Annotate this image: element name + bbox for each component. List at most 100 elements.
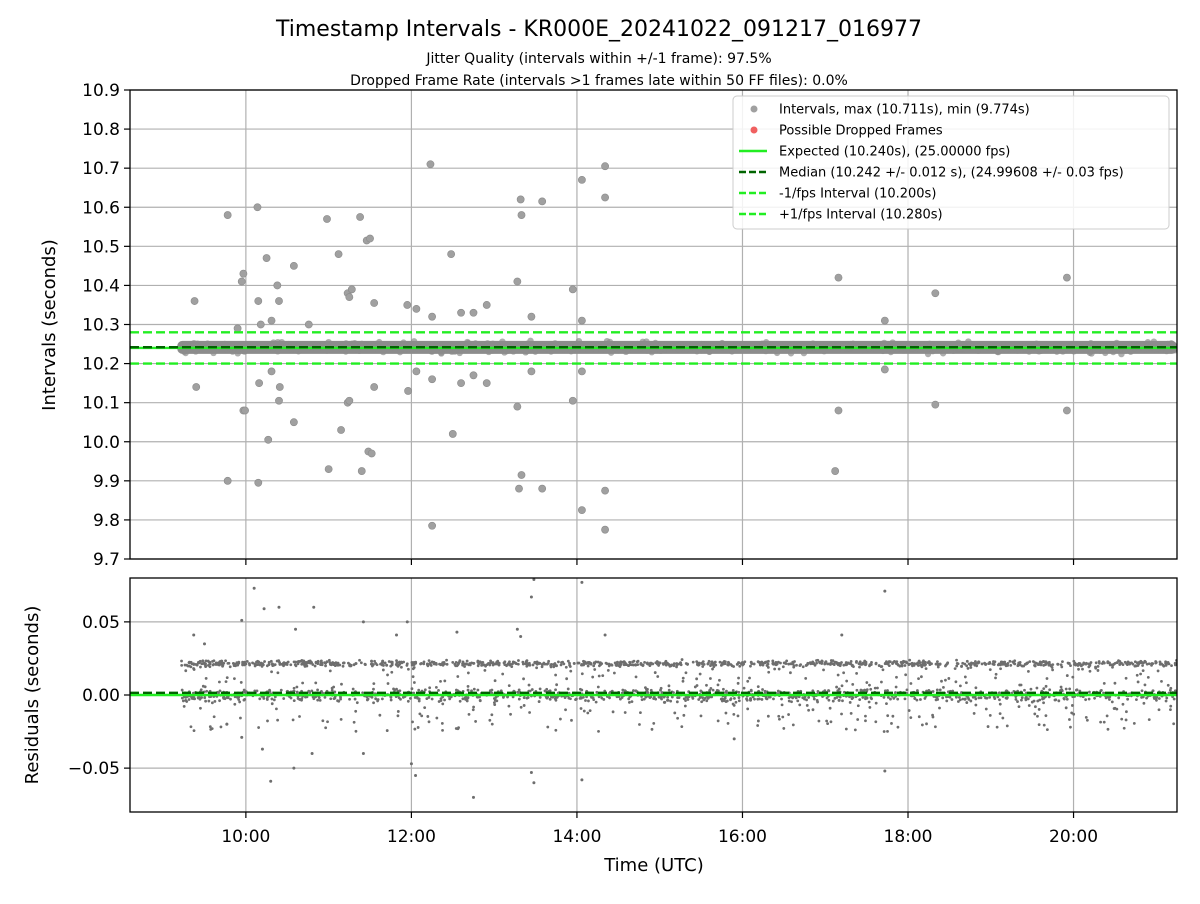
residual-point — [305, 661, 309, 664]
residual-point — [841, 699, 844, 703]
residual-point — [936, 698, 940, 701]
residual-point — [572, 662, 576, 665]
residual-point — [1012, 661, 1016, 665]
residual-point — [402, 660, 406, 664]
residual-point — [1096, 664, 1100, 668]
residual-point — [681, 679, 685, 683]
residual-point — [896, 725, 900, 729]
residual-point — [835, 685, 838, 689]
residual-point — [349, 663, 353, 667]
residual-point — [632, 689, 635, 692]
residual-point — [705, 699, 709, 703]
residual-point — [683, 704, 687, 708]
residual-point — [387, 660, 391, 663]
residual-point — [1020, 698, 1023, 702]
interval-point — [887, 348, 895, 356]
residual-point — [823, 662, 827, 666]
residual-point — [517, 659, 520, 662]
interval-outlier-point — [370, 383, 379, 391]
residual-point — [578, 687, 582, 691]
residual-point — [213, 699, 217, 703]
residual-point — [1135, 664, 1138, 668]
residual-point — [896, 697, 900, 701]
residual-point — [352, 720, 356, 724]
residual-point — [643, 660, 647, 664]
residual-point — [905, 688, 909, 692]
residual-point — [969, 699, 973, 703]
interval-outlier-point — [192, 383, 201, 391]
residual-point — [493, 703, 497, 707]
residual-point — [905, 661, 909, 665]
interval-point — [567, 348, 575, 355]
residual-point — [998, 712, 1002, 716]
interval-point — [1168, 340, 1175, 347]
interval-outlier-point — [273, 281, 282, 290]
residual-point — [840, 684, 844, 688]
residual-point — [319, 661, 323, 664]
residual-point — [1070, 711, 1074, 715]
residual-point — [257, 660, 260, 664]
residual-point — [863, 659, 867, 663]
residual-point — [528, 661, 531, 665]
residual-point — [696, 663, 699, 667]
residual-point — [420, 714, 424, 718]
residual-point — [653, 671, 657, 674]
residual-point — [967, 697, 971, 701]
residual-point — [1018, 683, 1022, 687]
interval-outlier-point — [517, 211, 526, 219]
residual-point — [992, 695, 996, 699]
residual-point — [212, 659, 216, 663]
interval-point — [182, 349, 189, 357]
residual-point — [686, 695, 689, 699]
interval-outlier-point — [254, 297, 263, 305]
residual-point — [329, 697, 333, 701]
residual-point — [216, 663, 220, 667]
residual-point — [1062, 696, 1066, 700]
residual-point — [339, 718, 343, 721]
interval-outlier-point — [345, 396, 354, 405]
interval-outlier-point — [601, 486, 609, 495]
interval-outlier-point — [1063, 406, 1071, 415]
residual-point — [338, 663, 342, 667]
residual-point — [328, 669, 332, 673]
residual-point — [698, 672, 702, 676]
residual-point — [413, 696, 417, 699]
residual-point — [330, 686, 334, 690]
residual-point — [855, 688, 859, 692]
residual-point — [554, 728, 558, 732]
residual-point — [1121, 702, 1125, 706]
residual-point — [1124, 676, 1128, 680]
residual-point — [199, 706, 202, 710]
residual-point — [865, 688, 869, 692]
residual-point — [1044, 714, 1048, 718]
residual-point — [527, 683, 531, 687]
residual-point — [861, 696, 865, 699]
residual-point — [524, 662, 528, 666]
interval-outlier-point — [267, 367, 276, 376]
residual-point — [920, 723, 924, 727]
residual-point — [807, 708, 811, 712]
residual-point — [711, 688, 715, 692]
interval-outlier-point — [880, 365, 889, 374]
residual-point — [1165, 696, 1169, 700]
residual-point — [660, 691, 664, 694]
residual-point — [712, 661, 716, 665]
interval-point — [210, 349, 217, 357]
residual-point — [787, 713, 790, 716]
residual-point — [630, 700, 634, 704]
interval-point — [450, 340, 457, 348]
residual-point — [699, 689, 703, 693]
residual-point — [874, 720, 878, 724]
residual-point — [1108, 663, 1112, 667]
residual-point — [214, 661, 218, 665]
residual-point — [886, 729, 889, 733]
residual-point — [917, 677, 920, 681]
residual-point — [838, 695, 842, 699]
residual-point — [1000, 661, 1004, 665]
residual-point — [365, 695, 369, 699]
residual-point — [440, 721, 444, 725]
residual-point — [239, 681, 243, 684]
residual-point — [998, 702, 1002, 706]
residual-point — [708, 689, 712, 692]
residual-point — [992, 660, 995, 663]
